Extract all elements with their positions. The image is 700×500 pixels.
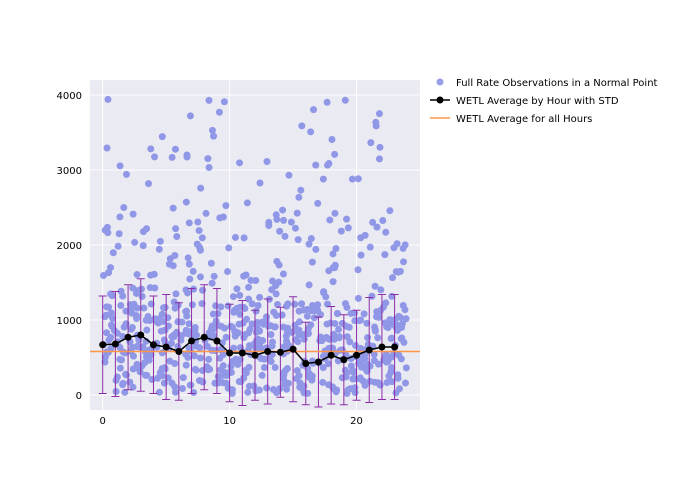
avg-by-hour-marker [125, 334, 132, 341]
avg-by-hour-marker [366, 347, 373, 354]
avg-by-hour-marker [239, 350, 246, 357]
avg-by-hour-marker [302, 360, 309, 367]
x-tick-label: 10 [223, 416, 236, 427]
avg-by-hour-marker [353, 352, 360, 359]
scatter-chart: 0 10 20 0 1000 2000 3000 4000 Full Rate Observat… [0, 0, 700, 500]
y-tick-label: 3000 [57, 166, 82, 177]
avg-by-hour-marker [175, 348, 182, 355]
legend-marker-icon [437, 97, 444, 104]
avg-by-hour-marker [277, 349, 284, 356]
avg-by-hour-marker [99, 341, 106, 348]
avg-by-hour-marker [188, 338, 195, 345]
legend-scatter-icon [437, 79, 444, 86]
avg-by-hour-marker [378, 344, 385, 351]
x-tick-label: 0 [100, 416, 106, 427]
avg-by-hour-marker [391, 344, 398, 351]
legend-label: Full Rate Observations in a Normal Point [456, 78, 658, 89]
avg-by-hour-marker [150, 341, 157, 348]
y-tick-label: 2000 [57, 241, 82, 252]
avg-by-hour-marker [163, 344, 170, 351]
avg-by-hour-marker [328, 352, 335, 359]
legend: Full Rate Observations in a Normal Point… [430, 78, 658, 125]
legend-label: WETL Average for all Hours [456, 114, 592, 125]
avg-by-hour-marker [315, 359, 322, 366]
avg-by-hour-marker [201, 334, 208, 341]
legend-label: WETL Average by Hour with STD [456, 96, 619, 107]
avg-by-hour-marker [252, 352, 259, 359]
y-tick-label: 4000 [57, 91, 82, 102]
avg-by-hour-marker [264, 348, 271, 355]
chart-container: 0 10 20 0 1000 2000 3000 4000 Full Rate Observat… [0, 0, 700, 500]
avg-by-hour-marker [226, 350, 233, 357]
avg-by-hour-marker [137, 332, 144, 339]
avg-by-hour-marker [213, 338, 220, 345]
y-tick-label: 1000 [57, 316, 82, 327]
y-tick-label: 0 [76, 391, 82, 402]
avg-by-hour-marker [340, 356, 347, 363]
avg-by-hour-marker [290, 346, 297, 353]
x-tick-label: 20 [350, 416, 363, 427]
avg-by-hour-marker [112, 341, 119, 348]
